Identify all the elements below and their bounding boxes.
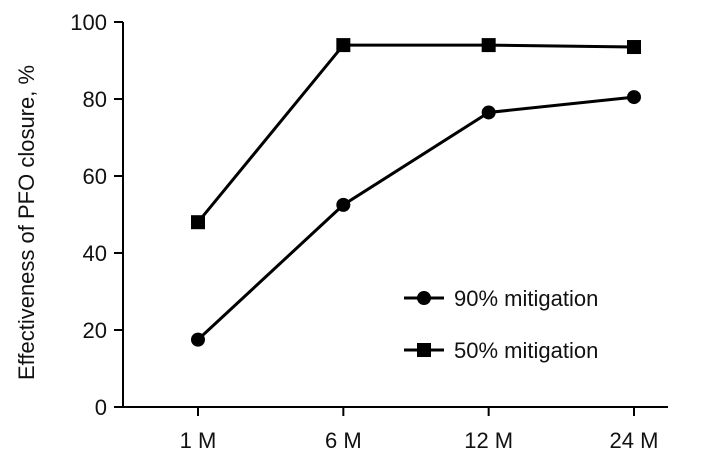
series-line (196, 43, 635, 224)
y-tick-label: 40 (83, 241, 107, 266)
x-tick-label: 6 M (325, 428, 362, 453)
legend-label: 50% mitigation (454, 338, 598, 363)
data-point-square (336, 38, 351, 53)
series-1 (191, 90, 641, 347)
y-tick-label: 20 (83, 318, 107, 343)
legend-square-marker (417, 343, 431, 357)
x-tick-label: 12 M (464, 428, 513, 453)
x-tick-label: 1 M (180, 428, 217, 453)
series-line (196, 95, 635, 341)
y-ticks: 0 20 40 60 80 100 (70, 10, 123, 420)
y-tick-label: 100 (70, 10, 107, 35)
y-tick-label: 80 (83, 87, 107, 112)
legend-circle-marker (417, 291, 431, 305)
legend-label: 90% mitigation (454, 286, 598, 311)
data-point-square (481, 38, 496, 53)
data-point-square (191, 215, 205, 230)
legend-item: 50% mitigation (404, 338, 598, 363)
axes (122, 22, 668, 408)
x-tick-label: 24 M (610, 428, 659, 453)
data-point-circle (336, 197, 351, 212)
data-point-circle (191, 332, 205, 347)
series-group (191, 38, 641, 347)
y-axis-title: Effectiveness of PFO closure, % (14, 65, 39, 380)
series-2 (191, 38, 641, 230)
y-tick-label: 0 (95, 395, 107, 420)
data-point-circle (627, 90, 641, 105)
x-ticks: 1 M 6 M 12 M 24 M (180, 407, 659, 453)
y-tick-label: 60 (83, 164, 107, 189)
data-point-square (627, 40, 641, 55)
data-point-circle (481, 105, 496, 120)
legend-item: 90% mitigation (404, 286, 598, 311)
legend: 90% mitigation 50% mitigation (404, 286, 598, 363)
